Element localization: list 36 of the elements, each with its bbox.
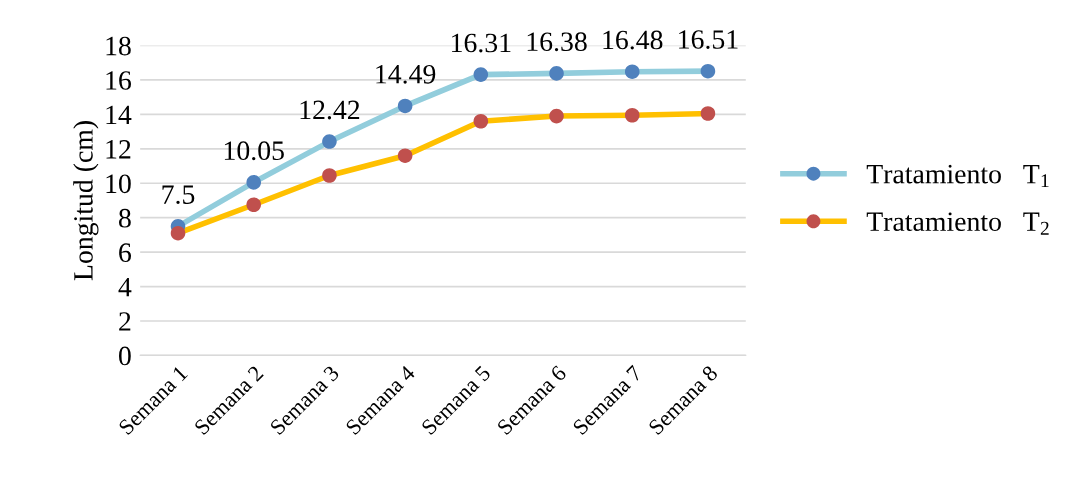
- point: [549, 108, 564, 124]
- point: [624, 107, 640, 123]
- y-tick-label: 0: [119, 346, 131, 366]
- legend-label: Tratamiento T$_{1}$: [866, 164, 1049, 188]
- point: [700, 106, 716, 121]
- y-tick-label: 12: [106, 140, 131, 159]
- point: [170, 225, 186, 241]
- point: [624, 64, 640, 79]
- data-label: 12.42: [300, 100, 360, 120]
- data-label: 14.49: [376, 64, 436, 84]
- y-tick-label: 18: [106, 36, 131, 56]
- point: [397, 98, 413, 114]
- point: [322, 134, 337, 149]
- y-tick-label: 16: [106, 71, 132, 90]
- data-label: 16.51: [679, 30, 738, 49]
- y-tick-label: 2: [119, 312, 131, 331]
- point: [246, 197, 262, 213]
- point: [322, 168, 337, 183]
- data-label: 16.38: [527, 32, 587, 52]
- y-tick-label: 4: [118, 277, 132, 297]
- point: [397, 148, 413, 163]
- legend-label: Tratamiento T$_{2}$: [866, 212, 1049, 235]
- point: [473, 113, 489, 129]
- point: [473, 67, 489, 82]
- data-label: 16.48: [603, 30, 663, 50]
- point: [549, 66, 564, 81]
- y-tick-label: 10: [106, 174, 131, 194]
- point: [246, 175, 262, 190]
- y-tick-label: 8: [119, 208, 131, 228]
- data-label: 7.5: [162, 185, 195, 205]
- point: [700, 63, 716, 79]
- data-label: 10.05: [224, 141, 284, 161]
- data-label: 16.31: [452, 33, 511, 53]
- y-tick-label: 14: [106, 105, 132, 125]
- y-axis-title: Longitud (cm): [73, 121, 99, 281]
- y-tick-label: 6: [119, 243, 132, 263]
